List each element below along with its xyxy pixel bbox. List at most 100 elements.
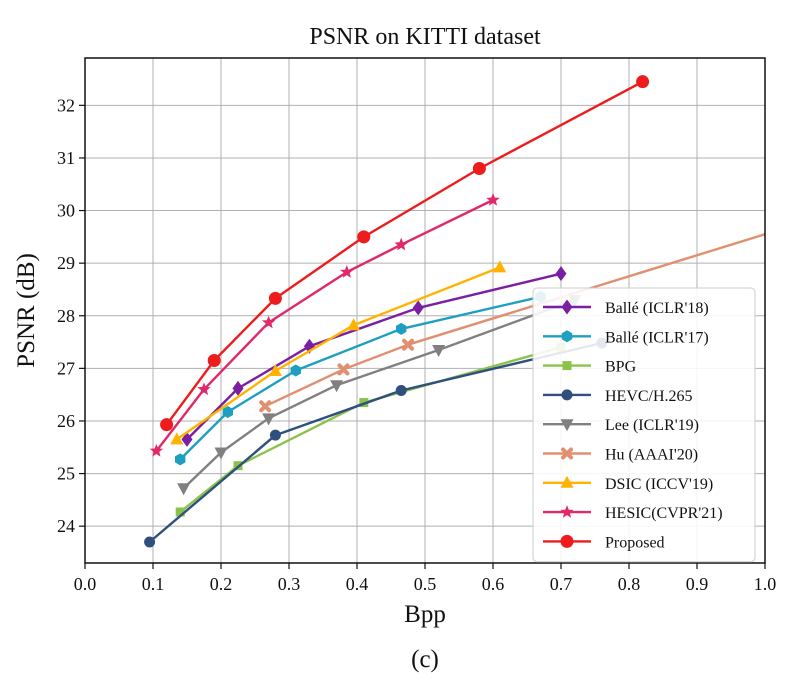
x-tick-label: 0.0 (74, 574, 97, 594)
data-point (290, 364, 301, 377)
x-tick-label: 0.5 (414, 574, 437, 594)
data-point (269, 429, 281, 441)
data-point (259, 400, 272, 413)
series-7 (149, 193, 500, 457)
legend-label: DSIC (ICCV'19) (605, 476, 713, 493)
legend-entry: Lee (ICLR'19) (543, 417, 699, 434)
legend-entry: Proposed (543, 534, 665, 551)
x-tick-label: 1.0 (754, 574, 777, 594)
x-tick-label: 0.3 (278, 574, 301, 594)
data-point (555, 266, 567, 282)
y-tick-label: 27 (57, 358, 75, 378)
data-point (395, 384, 407, 396)
legend-entry: DSIC (ICCV'19) (543, 475, 713, 493)
data-point (222, 406, 233, 418)
x-tick-label: 0.8 (618, 574, 641, 594)
legend-label: Proposed (605, 534, 665, 551)
chart-title: PSNR on KITTI dataset (309, 24, 541, 50)
legend-label: Hu (AAAI'20) (605, 447, 698, 464)
legend-label: HEVC/H.265 (605, 388, 693, 405)
legend-label: HESIC(CVPR'21) (605, 505, 723, 522)
data-point (214, 447, 228, 460)
data-point (262, 413, 276, 426)
data-point (396, 322, 407, 335)
data-point (394, 237, 408, 251)
data-point (636, 75, 650, 89)
y-tick-label: 29 (57, 253, 75, 273)
legend-label: BPG (605, 359, 637, 376)
data-point (330, 380, 344, 393)
data-point (472, 161, 486, 175)
legend-marker (560, 475, 574, 488)
data-point (340, 265, 354, 278)
ticks: 0.0 0.1 0.2 0.3 0.4 0.5 0.6 0.7 0.8 0.9 1.0 24 25 26 2… (57, 95, 776, 594)
series-6 (170, 260, 507, 445)
data-point (347, 318, 361, 331)
x-tick-label: 0.6 (482, 574, 505, 594)
legend-marker (561, 299, 573, 315)
y-axis-label: PSNR (dB) (13, 253, 40, 368)
legend-box (532, 287, 756, 563)
legend-marker (562, 361, 572, 371)
data-point (149, 444, 164, 457)
data-point (357, 230, 371, 244)
legend-marker (561, 389, 573, 401)
series-8 (160, 75, 650, 432)
data-point (177, 483, 191, 496)
x-tick-label: 0.9 (686, 574, 709, 594)
y-tick-label: 32 (57, 95, 75, 115)
legend-entry: BPG (543, 359, 637, 376)
legend-entry: HEVC/H.265 (543, 388, 693, 405)
figure-caption: (c) (411, 646, 439, 673)
data-point (432, 344, 446, 357)
data-point (175, 507, 185, 517)
data-point (197, 382, 211, 396)
legend-entry: HESIC(CVPR'21) (543, 505, 723, 522)
series-line (155, 198, 494, 452)
x-axis-label: Bpp (404, 601, 446, 628)
data-point (486, 193, 500, 206)
x-tick-label: 0.4 (346, 574, 369, 594)
data-point (144, 536, 156, 548)
legend: Ballé (ICLR'18) Ballé (ICLR'17) BPG HEVC/H.… (532, 287, 756, 563)
x-tick-label: 0.2 (210, 574, 233, 594)
data-point (232, 380, 244, 396)
series-line (176, 266, 501, 441)
y-tick-label: 28 (57, 306, 75, 326)
legend-entry: Ballé (ICLR'18) (543, 299, 709, 317)
series-0 (181, 266, 567, 447)
x-tick-label: 0.1 (142, 574, 165, 594)
series-layer (144, 75, 765, 548)
y-tick-label: 26 (57, 411, 75, 431)
legend-label: Ballé (ICLR'18) (605, 300, 709, 317)
data-point (175, 453, 186, 466)
legend-marker (561, 330, 573, 343)
data-point (493, 260, 507, 273)
legend-label: Lee (ICLR'19) (605, 417, 699, 434)
series-2 (175, 342, 566, 517)
data-point (268, 291, 282, 305)
y-tick-label: 24 (57, 516, 75, 536)
series-line (179, 346, 562, 513)
data-point (170, 432, 184, 445)
series-line (165, 80, 644, 426)
data-point (402, 338, 414, 351)
data-point (268, 363, 282, 376)
legend-marker (560, 534, 574, 548)
data-point (337, 363, 350, 376)
y-tick-label: 30 (57, 201, 75, 221)
legend-marker (561, 447, 573, 460)
y-tick-label: 25 (57, 464, 75, 484)
legend-marker (560, 419, 574, 432)
data-point (261, 315, 276, 329)
data-point (160, 418, 174, 432)
legend-entry: Hu (AAAI'20) (543, 447, 698, 464)
data-point (207, 353, 221, 367)
data-point (412, 300, 424, 316)
legend-marker (560, 505, 574, 518)
legend-label: Ballé (ICLR'17) (605, 329, 709, 346)
series-line (148, 341, 603, 543)
x-tick-label: 0.7 (550, 574, 573, 594)
